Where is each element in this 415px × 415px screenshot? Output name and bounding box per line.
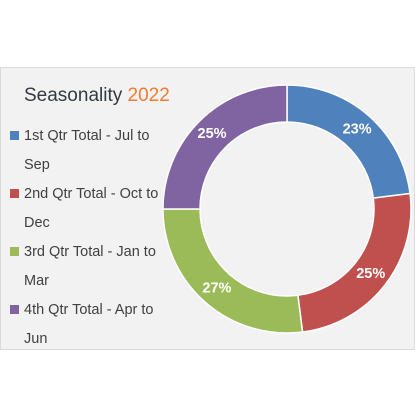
- chart-title: Seasonality 2022: [24, 85, 170, 107]
- data-label-q4: 25%: [198, 126, 227, 142]
- legend-item-q4: 4th Qtr Total - Apr to Jun: [10, 296, 165, 354]
- data-label-q3: 27%: [202, 281, 231, 297]
- legend-label-q4: 4th Qtr Total - Apr to Jun: [24, 302, 154, 347]
- chart-title-year: 2022: [127, 85, 170, 106]
- legend-label-q2: 2nd Qtr Total - Oct to Dec: [24, 186, 159, 231]
- donut-slice-q2: [297, 192, 412, 333]
- legend-swatch-q3: [10, 247, 19, 256]
- legend-item-q1: 1st Qtr Total - Jul to Sep: [10, 122, 165, 180]
- legend-item-q3: 3rd Qtr Total - Jan to Mar: [10, 238, 165, 296]
- legend-swatch-q4: [10, 305, 19, 314]
- legend-swatch-q2: [10, 189, 19, 198]
- data-label-q1: 23%: [343, 121, 372, 137]
- chart-legend: 1st Qtr Total - Jul to Sep 2nd Qtr Total…: [10, 122, 165, 354]
- data-label-q2: 25%: [356, 266, 385, 282]
- donut-slice-q4: [162, 84, 288, 210]
- donut-slice-q1: [286, 84, 411, 199]
- chart-title-text: Seasonality: [24, 85, 123, 106]
- legend-label-q3: 3rd Qtr Total - Jan to Mar: [24, 244, 156, 289]
- legend-swatch-q1: [10, 131, 19, 140]
- legend-label-q1: 1st Qtr Total - Jul to Sep: [24, 128, 150, 173]
- legend-item-q2: 2nd Qtr Total - Oct to Dec: [10, 180, 165, 238]
- donut-slice-q3: [162, 208, 304, 334]
